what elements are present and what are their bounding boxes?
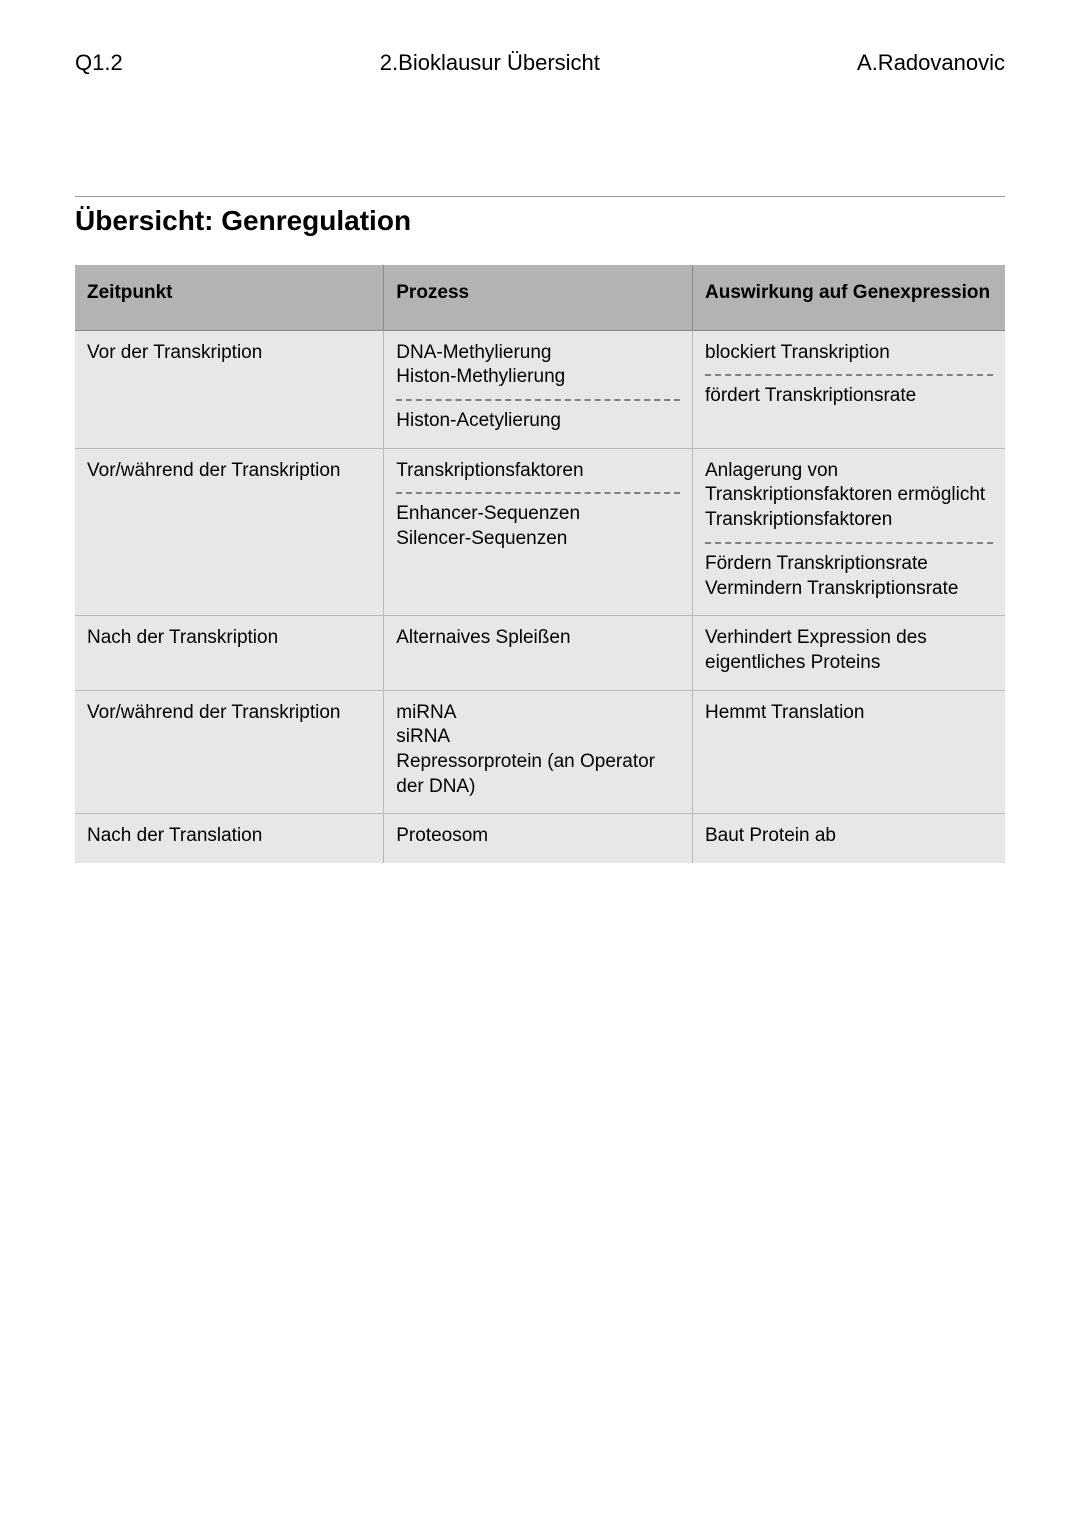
col-header-zeitpunkt: Zeitpunkt (75, 265, 384, 330)
cell-auswirkung-bottom: fördert Transkriptionsrate (705, 384, 993, 409)
cell-zeitpunkt: Vor/während der Transkription (75, 448, 384, 615)
cell-prozess-top: DNA-MethylierungHiston-Methylierung (396, 341, 680, 390)
cell-prozess: Transkriptionsfaktoren Enhancer-Sequenze… (384, 448, 693, 615)
cell-prozess: Alternaives Spleißen (384, 616, 693, 690)
dashed-separator (396, 492, 680, 494)
cell-auswirkung: Anlagerung von Transkriptionsfaktoren er… (693, 448, 1006, 615)
cell-zeitpunkt: Nach der Transkription (75, 616, 384, 690)
cell-zeitpunkt: Vor/während der Transkription (75, 690, 384, 814)
header-right: A.Radovanovic (857, 50, 1005, 76)
dashed-separator (705, 542, 993, 544)
dashed-separator (396, 399, 680, 401)
cell-auswirkung: Baut Protein ab (693, 814, 1006, 863)
cell-prozess: miRNAsiRNARepressorprotein (an Operator … (384, 690, 693, 814)
document-page: Q1.2 2.Bioklausur Übersicht A.Radovanovi… (0, 0, 1080, 1527)
table-row: Nach der Transkription Alternaives Splei… (75, 616, 1005, 690)
header-left: Q1.2 (75, 50, 123, 76)
col-header-prozess: Prozess (384, 265, 693, 330)
cell-prozess-top: Transkriptionsfaktoren (396, 459, 680, 484)
cell-auswirkung-top: blockiert Transkription (705, 341, 993, 366)
col-header-auswirkung: Auswirkung auf Genexpression (693, 265, 1006, 330)
table-row: Vor/während der Transkription Transkript… (75, 448, 1005, 615)
table-header-row: Zeitpunkt Prozess Auswirkung auf Genexpr… (75, 265, 1005, 330)
cell-auswirkung: blockiert Transkription fördert Transkri… (693, 330, 1006, 448)
cell-zeitpunkt: Vor der Transkription (75, 330, 384, 448)
header-center: 2.Bioklausur Übersicht (123, 50, 857, 76)
genregulation-table: Zeitpunkt Prozess Auswirkung auf Genexpr… (75, 265, 1005, 863)
cell-auswirkung: Verhindert Expression des eigentliches P… (693, 616, 1006, 690)
table-row: Vor/während der Transkription miRNAsiRNA… (75, 690, 1005, 814)
cell-prozess: Proteosom (384, 814, 693, 863)
cell-zeitpunkt: Nach der Translation (75, 814, 384, 863)
table-row: Vor der Transkription DNA-MethylierungHi… (75, 330, 1005, 448)
cell-prozess-bottom: Enhancer-SequenzenSilencer-Sequenzen (396, 502, 680, 551)
cell-auswirkung: Hemmt Translation (693, 690, 1006, 814)
page-header: Q1.2 2.Bioklausur Übersicht A.Radovanovi… (75, 50, 1005, 76)
dashed-separator (705, 374, 993, 376)
title-rule (75, 196, 1005, 197)
table-body: Vor der Transkription DNA-MethylierungHi… (75, 330, 1005, 863)
cell-prozess-bottom: Histon-Acetylierung (396, 409, 680, 434)
cell-prozess: DNA-MethylierungHiston-Methylierung Hist… (384, 330, 693, 448)
section-title: Übersicht: Genregulation (75, 205, 1005, 237)
cell-auswirkung-top: Anlagerung von Transkriptionsfaktoren er… (705, 459, 993, 533)
cell-auswirkung-bottom: Fördern TranskriptionsrateVermindern Tra… (705, 552, 993, 601)
table-row: Nach der Translation Proteosom Baut Prot… (75, 814, 1005, 863)
